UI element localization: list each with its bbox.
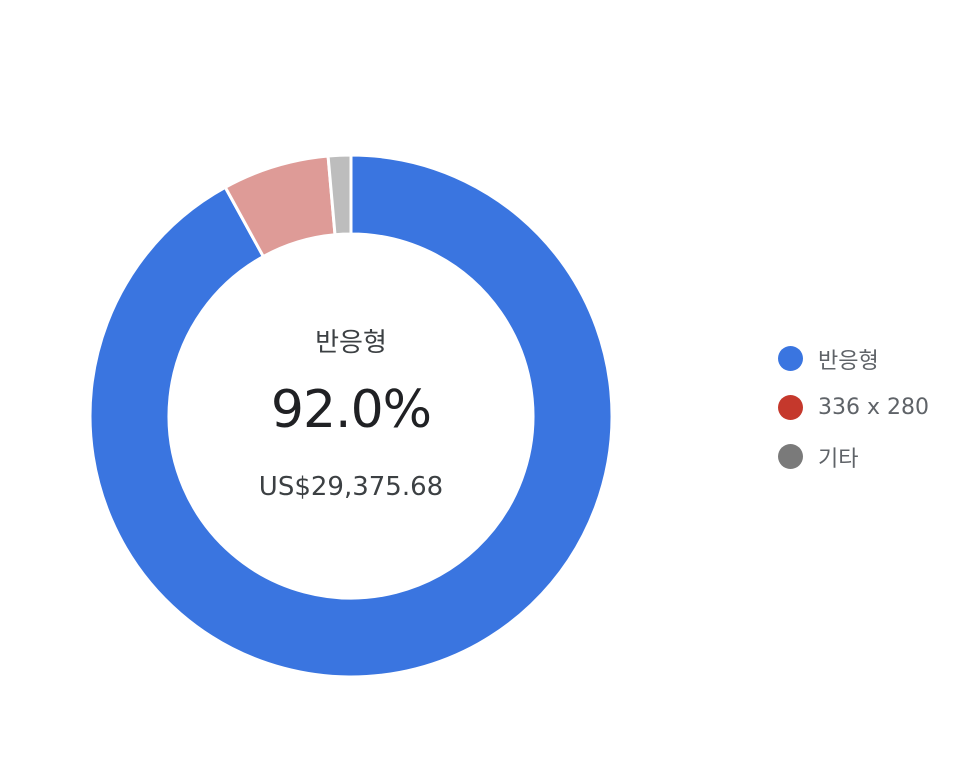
legend-item-responsive[interactable]: 반응형 — [778, 334, 929, 383]
center-percent: 92.0% — [270, 380, 432, 440]
legend-dot-336x280 — [778, 395, 803, 420]
legend-dot-responsive — [778, 346, 803, 371]
legend-label-responsive: 반응형 — [818, 348, 879, 374]
legend-label-other: 기타 — [818, 446, 859, 472]
slice-other[interactable] — [326, 153, 353, 237]
center-title: 반응형 — [315, 328, 387, 358]
legend: 반응형 336 x 280 기타 — [778, 334, 929, 481]
donut-chart-svg — [88, 153, 614, 679]
slice-responsive[interactable] — [88, 153, 614, 679]
center-value: US$29,375.68 — [258, 472, 444, 502]
legend-item-336x280[interactable]: 336 x 280 — [778, 383, 929, 432]
legend-dot-other — [778, 444, 803, 469]
legend-label-336x280: 336 x 280 — [818, 395, 929, 420]
legend-item-other[interactable]: 기타 — [778, 432, 929, 481]
